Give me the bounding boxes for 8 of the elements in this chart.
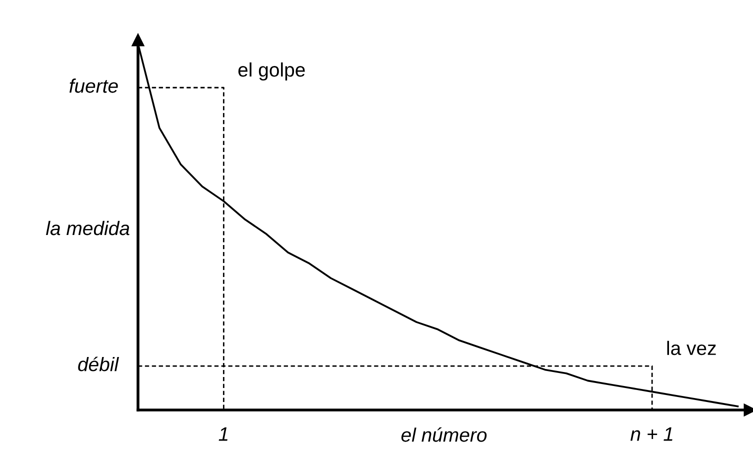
x-axis-title: el número — [401, 427, 487, 442]
y-axis-title: la medida — [46, 220, 130, 236]
annotation: el golpe — [238, 62, 305, 81]
x-tick-label: 1 — [218, 427, 228, 441]
text: débil — [78, 356, 119, 372]
text: fuerte — [69, 78, 118, 93]
annotation: la vez — [667, 340, 716, 356]
x-tick-label: n + 1 — [630, 427, 672, 441]
